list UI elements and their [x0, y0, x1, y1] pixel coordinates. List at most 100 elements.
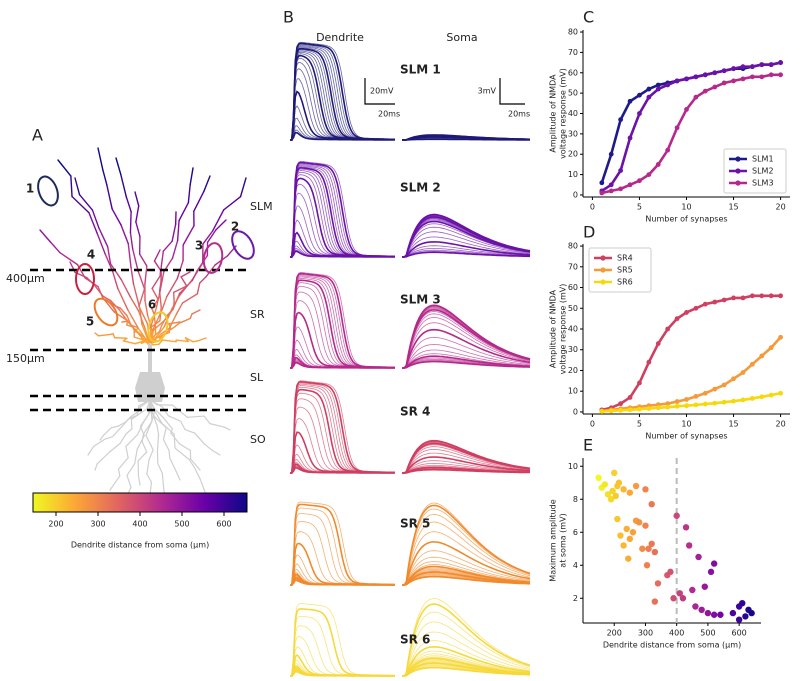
dendrite	[59, 252, 79, 266]
dendrite	[122, 340, 136, 345]
point	[682, 524, 690, 531]
point	[655, 162, 661, 167]
dendrite	[87, 445, 95, 456]
y-tick-label: 80	[568, 242, 578, 251]
point	[679, 595, 687, 602]
dendrite	[117, 468, 121, 477]
dendrite	[125, 428, 133, 435]
dendrite	[120, 224, 129, 245]
point	[684, 310, 689, 315]
dendrite	[190, 458, 201, 471]
point	[748, 609, 755, 617]
y-tick-label: 4	[573, 561, 578, 570]
point	[685, 542, 693, 549]
point	[632, 482, 640, 490]
dendrite	[170, 432, 181, 445]
point	[735, 616, 743, 623]
point	[710, 560, 718, 567]
soma-trace	[402, 439, 531, 474]
layer-label: SO	[250, 433, 266, 446]
point	[651, 598, 659, 605]
dendrite-trace	[290, 542, 395, 586]
dendrite	[144, 265, 148, 285]
point	[626, 535, 634, 543]
point	[646, 94, 652, 100]
point	[618, 401, 624, 407]
dendrite	[102, 295, 112, 302]
soma-trace	[402, 336, 531, 369]
soma-trace	[402, 550, 531, 586]
x-tick-label: 20	[775, 420, 785, 429]
dendrite-trace	[290, 41, 396, 141]
dendrite	[223, 196, 242, 211]
dendrite	[171, 239, 179, 259]
dendrite	[176, 219, 180, 242]
dendrite	[138, 305, 149, 325]
dendrite	[158, 270, 165, 296]
point	[627, 182, 633, 188]
dendrite	[174, 322, 181, 328]
point	[695, 553, 702, 561]
point	[595, 474, 602, 481]
dendrite	[106, 245, 112, 265]
dendrite-trace	[290, 520, 395, 586]
dendrite	[145, 420, 153, 436]
point	[749, 293, 755, 299]
dendrite	[187, 184, 191, 204]
dendrite	[120, 278, 131, 298]
y-tick-label: 0	[573, 407, 578, 416]
y-tick-label: 10	[568, 462, 578, 471]
scale-bar	[499, 78, 525, 105]
soma-trace	[402, 645, 531, 677]
point	[702, 390, 708, 396]
legend-label: SR6	[617, 278, 633, 287]
point	[702, 88, 708, 94]
dendrite	[203, 415, 211, 425]
dendrite	[141, 433, 144, 443]
point	[618, 117, 624, 123]
soma-trace	[402, 134, 531, 141]
dendrite	[151, 298, 159, 310]
dendrite	[121, 418, 129, 427]
dendrite	[71, 195, 90, 214]
soma	[135, 372, 165, 402]
point	[627, 135, 633, 141]
dendrite	[178, 278, 194, 297]
y-tick-label: 70	[568, 262, 578, 271]
layer-label: SL	[250, 371, 264, 384]
dendrite	[138, 253, 148, 267]
x-tick-label: 300	[638, 629, 653, 638]
point	[759, 74, 765, 80]
dendrite	[203, 443, 213, 451]
point	[607, 496, 615, 503]
point	[674, 316, 680, 322]
y-axis-label: at soma (mV)	[559, 513, 568, 567]
soma-trace	[402, 353, 531, 369]
point	[676, 590, 684, 597]
point	[740, 397, 746, 403]
point	[665, 404, 671, 410]
dendrite	[193, 190, 205, 213]
dendrite	[134, 191, 140, 207]
dendrite	[205, 264, 216, 278]
point	[637, 92, 642, 98]
dendrite	[102, 427, 112, 436]
dendrite	[137, 474, 141, 486]
point	[620, 486, 627, 493]
dendrite	[49, 241, 61, 254]
dendrite	[129, 210, 132, 234]
point	[731, 78, 736, 84]
legend-swatch	[600, 255, 606, 261]
site-label: 6	[148, 298, 156, 312]
soma-trace	[402, 556, 531, 586]
dendrite	[111, 270, 119, 290]
point	[626, 489, 634, 496]
dendrite	[171, 223, 177, 242]
dendrite	[104, 252, 114, 272]
dendrite	[203, 175, 211, 193]
point	[608, 408, 614, 414]
dendrite	[196, 282, 201, 295]
dendrite	[93, 283, 104, 297]
point	[693, 305, 699, 311]
soma-trace	[402, 504, 531, 586]
